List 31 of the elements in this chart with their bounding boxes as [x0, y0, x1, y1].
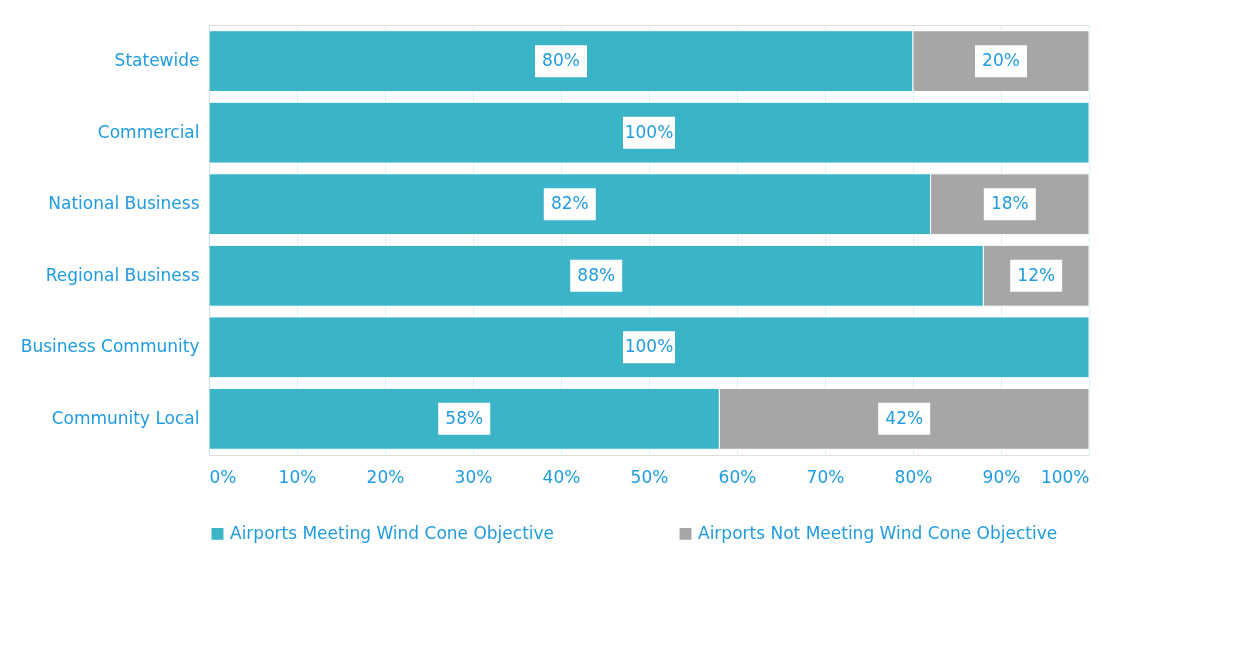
x-tick-label: 60%	[718, 466, 757, 487]
y-tick-label: Business Community	[20, 336, 200, 357]
data-label: 42%	[885, 407, 924, 428]
bar	[208, 316, 1090, 379]
y-tick-label: Regional Business	[45, 264, 200, 285]
data-label: 58%	[445, 407, 484, 428]
x-tick-label: 10%	[278, 466, 317, 487]
x-tick-label: 90%	[982, 466, 1021, 487]
data-label: 80%	[542, 50, 580, 71]
x-tick-label: 70%	[806, 466, 845, 487]
data-label: 20%	[982, 50, 1020, 71]
data-label: 82%	[550, 193, 589, 214]
x-tick-label: 20%	[366, 466, 405, 487]
x-tick-label: 80%	[894, 466, 933, 487]
data-label: 88%	[577, 264, 616, 285]
x-tick-label: 100%	[1040, 466, 1090, 487]
x-tick-label: 50%	[630, 466, 669, 487]
data-label: 100%	[624, 336, 674, 357]
data-label: 100%	[624, 121, 674, 142]
legend-label: Airports Meeting Wind Cone Objective	[230, 522, 555, 543]
y-tick-label: Community Local	[51, 407, 200, 428]
y-tick-label: Commercial	[97, 121, 200, 142]
bar	[208, 101, 1090, 164]
y-tick-label: National Business	[48, 193, 200, 214]
legend-label: Airports Not Meeting Wind Cone Objective	[698, 522, 1058, 543]
x-tick-label: 40%	[542, 466, 581, 487]
data-label: 18%	[990, 193, 1029, 214]
y-tick-label: Statewide	[114, 50, 200, 71]
x-tick-label: 0%	[209, 466, 237, 487]
x-tick-label: 30%	[454, 466, 493, 487]
data-label: 12%	[1017, 264, 1056, 285]
